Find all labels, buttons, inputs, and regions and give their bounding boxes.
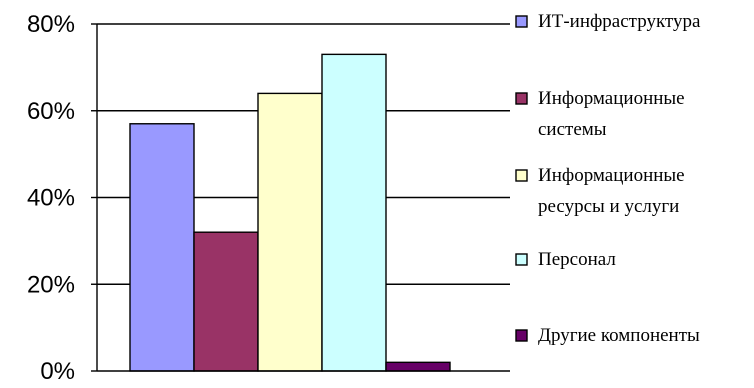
y-tick-label: 20% (27, 271, 75, 298)
bar (321, 53, 387, 372)
bar (129, 123, 195, 372)
plot-area: 0% 20% 40% 60% 80% (27, 11, 510, 385)
legend-swatch (515, 253, 528, 266)
legend-label: Информационные (538, 88, 685, 109)
legend-label: Другие компоненты (538, 325, 700, 346)
bar (257, 92, 323, 372)
y-tick-label: 0% (40, 358, 75, 385)
legend-label: Персонал (538, 249, 616, 270)
y-tick-label: 40% (27, 185, 75, 212)
legend-label: ИТ-инфраструктура (538, 11, 701, 32)
bar (193, 231, 259, 372)
y-tick-label: 60% (27, 98, 75, 125)
bar (385, 361, 451, 372)
legend-swatch (515, 92, 528, 105)
legend-swatch (515, 15, 528, 28)
legend-label: ресурсы и услуги (538, 196, 679, 217)
legend-label: системы (538, 119, 607, 140)
legend-swatch (515, 329, 528, 342)
legend: ИТ-инфраструктура Информационные системы Ин… (515, 11, 701, 346)
y-tick-label: 80% (27, 11, 75, 38)
legend-label: Информационные (538, 165, 685, 186)
legend-swatch (515, 169, 528, 182)
